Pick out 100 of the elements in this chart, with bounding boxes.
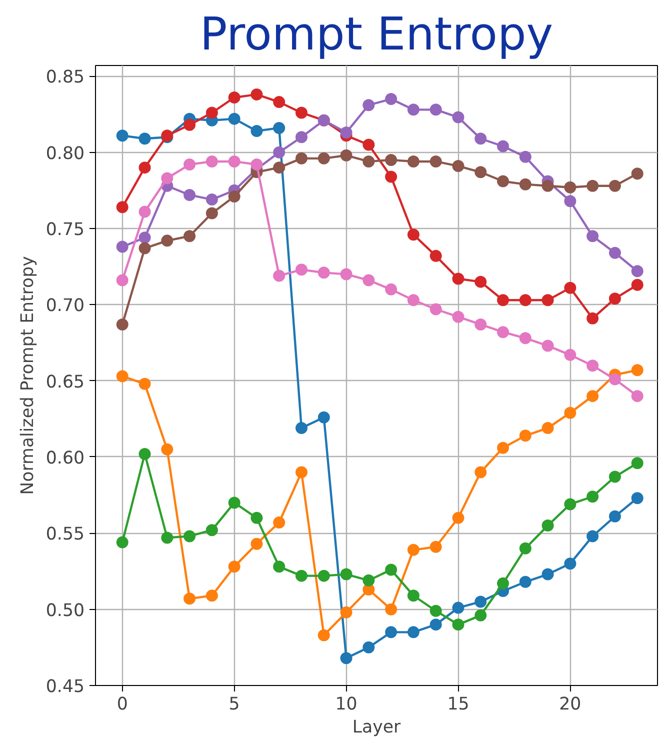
- point: [564, 282, 576, 294]
- point: [250, 158, 263, 171]
- point: [138, 378, 151, 390]
- y-tick-label: 0.65: [46, 372, 85, 392]
- point: [564, 406, 576, 419]
- point: [273, 146, 286, 158]
- point: [138, 232, 151, 244]
- point: [318, 411, 330, 424]
- point: [586, 360, 599, 372]
- point: [273, 122, 286, 134]
- point: [564, 348, 576, 361]
- point: [206, 524, 218, 536]
- point: [295, 570, 308, 582]
- point: [250, 512, 263, 524]
- point: [318, 629, 330, 642]
- point: [228, 92, 240, 104]
- point: [542, 340, 554, 352]
- point: [385, 93, 398, 106]
- point: [407, 228, 420, 241]
- point: [116, 318, 128, 330]
- y-tick-label: 0.55: [46, 524, 85, 545]
- x-tick-label: 20: [559, 694, 582, 714]
- point: [452, 111, 464, 124]
- point: [161, 172, 174, 184]
- point: [362, 641, 375, 654]
- point: [138, 206, 151, 218]
- point: [138, 242, 151, 254]
- point: [161, 532, 174, 544]
- x-tick-label: 15: [447, 694, 470, 714]
- point: [430, 155, 442, 168]
- point: [295, 466, 308, 478]
- point: [295, 131, 308, 144]
- point: [452, 512, 464, 524]
- point: [407, 104, 420, 116]
- point: [631, 457, 644, 470]
- point: [519, 150, 532, 163]
- point: [542, 180, 554, 192]
- point: [273, 516, 286, 528]
- point: [519, 542, 532, 554]
- point: [497, 442, 510, 454]
- point: [519, 576, 532, 588]
- point: [228, 112, 240, 125]
- point: [564, 181, 576, 194]
- x-tick-label: 10: [335, 694, 358, 714]
- point: [184, 188, 196, 201]
- point: [340, 149, 352, 162]
- point: [295, 264, 308, 276]
- point: [273, 270, 286, 282]
- point: [184, 118, 196, 131]
- point: [273, 162, 286, 174]
- point: [430, 303, 442, 316]
- point: [586, 390, 599, 402]
- point: [407, 626, 420, 638]
- point: [407, 294, 420, 306]
- point: [385, 170, 398, 183]
- point: [385, 626, 398, 638]
- point: [542, 422, 554, 434]
- point: [206, 155, 218, 168]
- point: [631, 265, 644, 278]
- point: [452, 618, 464, 631]
- y-axis-title: Normalized Prompt Entropy: [18, 256, 38, 495]
- point: [430, 604, 442, 617]
- point: [542, 520, 554, 532]
- point: [362, 155, 375, 168]
- point: [608, 510, 621, 522]
- point: [519, 178, 532, 190]
- point: [608, 180, 621, 192]
- point: [116, 274, 128, 286]
- point: [430, 104, 442, 116]
- point: [206, 207, 218, 220]
- point: [138, 132, 151, 145]
- point: [116, 201, 128, 214]
- point: [631, 278, 644, 291]
- point: [250, 125, 263, 137]
- point: [138, 162, 151, 174]
- point: [184, 592, 196, 605]
- point: [586, 180, 599, 192]
- y-tick-label: 0.45: [46, 677, 85, 697]
- point: [138, 448, 151, 460]
- point: [608, 292, 621, 305]
- x-axis-title: Layer: [352, 718, 402, 738]
- point: [161, 443, 174, 456]
- point: [184, 530, 196, 542]
- point: [116, 130, 128, 142]
- point: [340, 652, 352, 664]
- point: [385, 564, 398, 576]
- point: [228, 190, 240, 202]
- point: [586, 312, 599, 324]
- chart-title: Prompt Entropy: [200, 8, 554, 60]
- point: [608, 246, 621, 259]
- point: [631, 492, 644, 504]
- point: [407, 155, 420, 168]
- point: [318, 570, 330, 582]
- point: [228, 155, 240, 168]
- y-tick-label: 0.50: [46, 600, 85, 621]
- point: [564, 558, 576, 570]
- point: [385, 283, 398, 296]
- point: [318, 152, 330, 164]
- point: [519, 294, 532, 306]
- point: [452, 310, 464, 323]
